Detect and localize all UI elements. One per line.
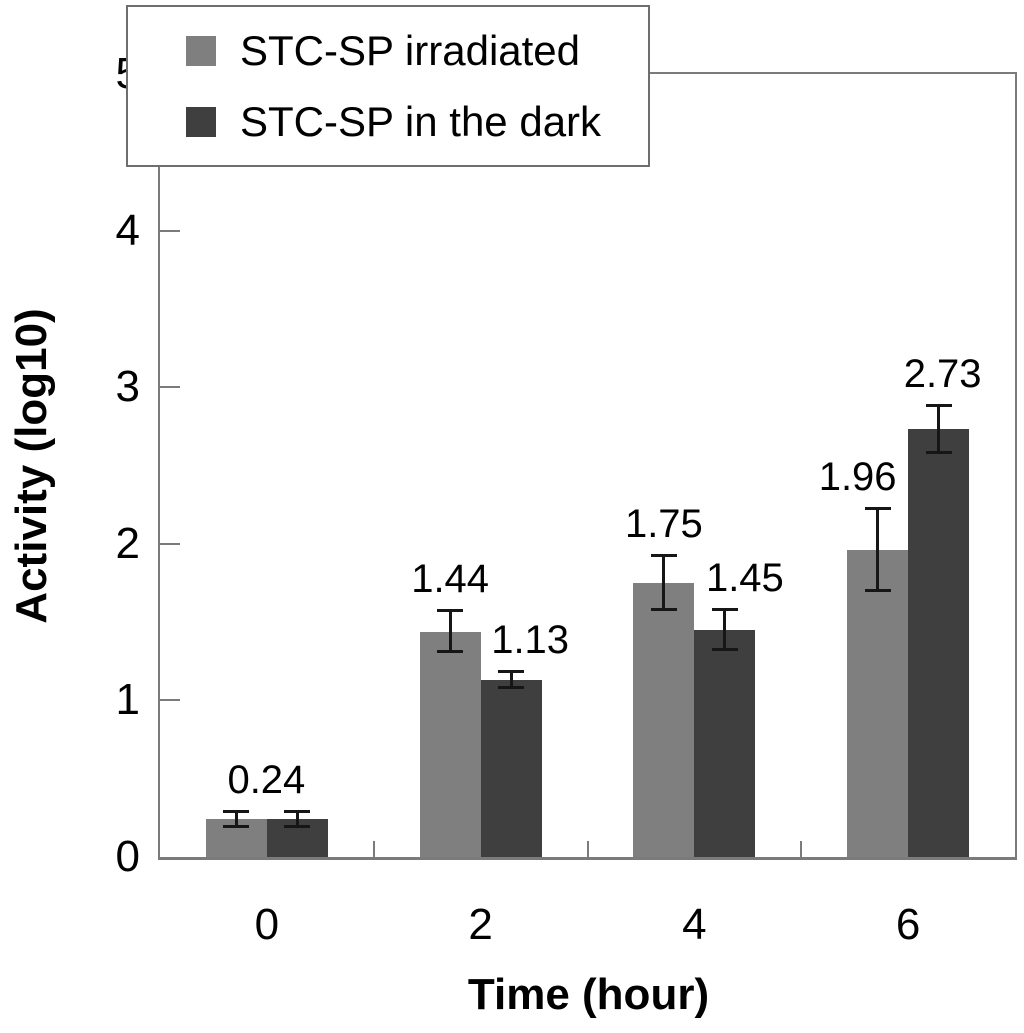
legend-label: STC-SP irradiated [240,26,581,74]
y-axis-tick [160,699,180,702]
legend-item: STC-SP irradiated [186,26,648,74]
y-tick-label: 4 [115,205,140,255]
bar-value-label: 1.75 [624,502,703,547]
error-bar-cap-bottom [284,825,311,829]
error-bar-line [234,811,238,828]
x-tick-label: 4 [682,900,707,949]
x-tick-label: 0 [254,900,280,949]
error-bar-cap-bottom [925,450,952,454]
error-bar-cap-top [284,809,311,813]
error-bar-line [509,672,513,688]
y-tick-label: 2 [115,518,140,568]
error-bar-cap-top [437,609,464,613]
bar-dark [480,680,542,857]
y-axis-tick [160,542,180,545]
legend: STC-SP irradiated STC-SP in the dark [126,5,650,167]
y-axis-tick [160,386,180,389]
x-axis-tick [372,841,375,857]
x-tick-label: 2 [468,900,493,949]
bar-irradiated [419,631,481,857]
legend-swatch-irradiated [186,35,216,66]
error-bar-line [448,611,452,652]
bar-value-label: 1.96 [818,455,897,500]
error-bar-cap-top [650,554,677,558]
error-bar-cap-top [223,809,250,813]
x-axis-tick [800,841,803,857]
y-tick-label: 1 [115,675,140,725]
legend-swatch-dark [186,106,216,137]
error-bar-line [937,406,941,453]
error-bar-cap-top [711,607,738,611]
legend-item: STC-SP in the dark [186,97,648,145]
bar-value-label: 1.44 [411,557,490,602]
bar-value-label: 2.73 [903,352,982,396]
error-bar-line [295,811,299,828]
error-bar-cap-top [925,404,952,407]
bar-dark [908,429,970,857]
bar-value-label: 1.45 [705,555,784,600]
x-axis-tick [586,841,589,857]
error-bar-cap-bottom [498,685,525,689]
bar-irradiated [633,582,695,857]
error-bar-cap-bottom [711,648,738,652]
bar-dark [694,629,756,857]
error-bar-cap-top [498,670,525,674]
bar-irradiated [847,550,909,857]
bar-value-label: 1.13 [491,618,570,663]
error-bar-line [876,509,880,591]
bar-value-label: 0.24 [227,757,306,802]
x-axis-title: Time (hour) [467,970,710,1019]
y-axis-title: Activity (log10) [7,308,56,624]
error-bar-line [723,609,727,651]
error-bar-line [662,556,666,610]
y-tick-label: 3 [115,362,140,412]
plot-area: 0 2 4 6 0123450.241.441.751.961.131.452.… [116,52,1017,947]
y-axis-tick [160,229,180,232]
legend-label: STC-SP in the dark [240,97,602,145]
x-tick-label: 6 [895,900,921,949]
error-bar-cap-bottom [864,588,891,592]
error-bar-cap-bottom [650,607,677,611]
y-tick-label: 0 [115,832,140,881]
error-bar-cap-bottom [223,825,250,829]
error-bar-cap-bottom [437,649,464,653]
error-bar-cap-top [864,507,891,511]
